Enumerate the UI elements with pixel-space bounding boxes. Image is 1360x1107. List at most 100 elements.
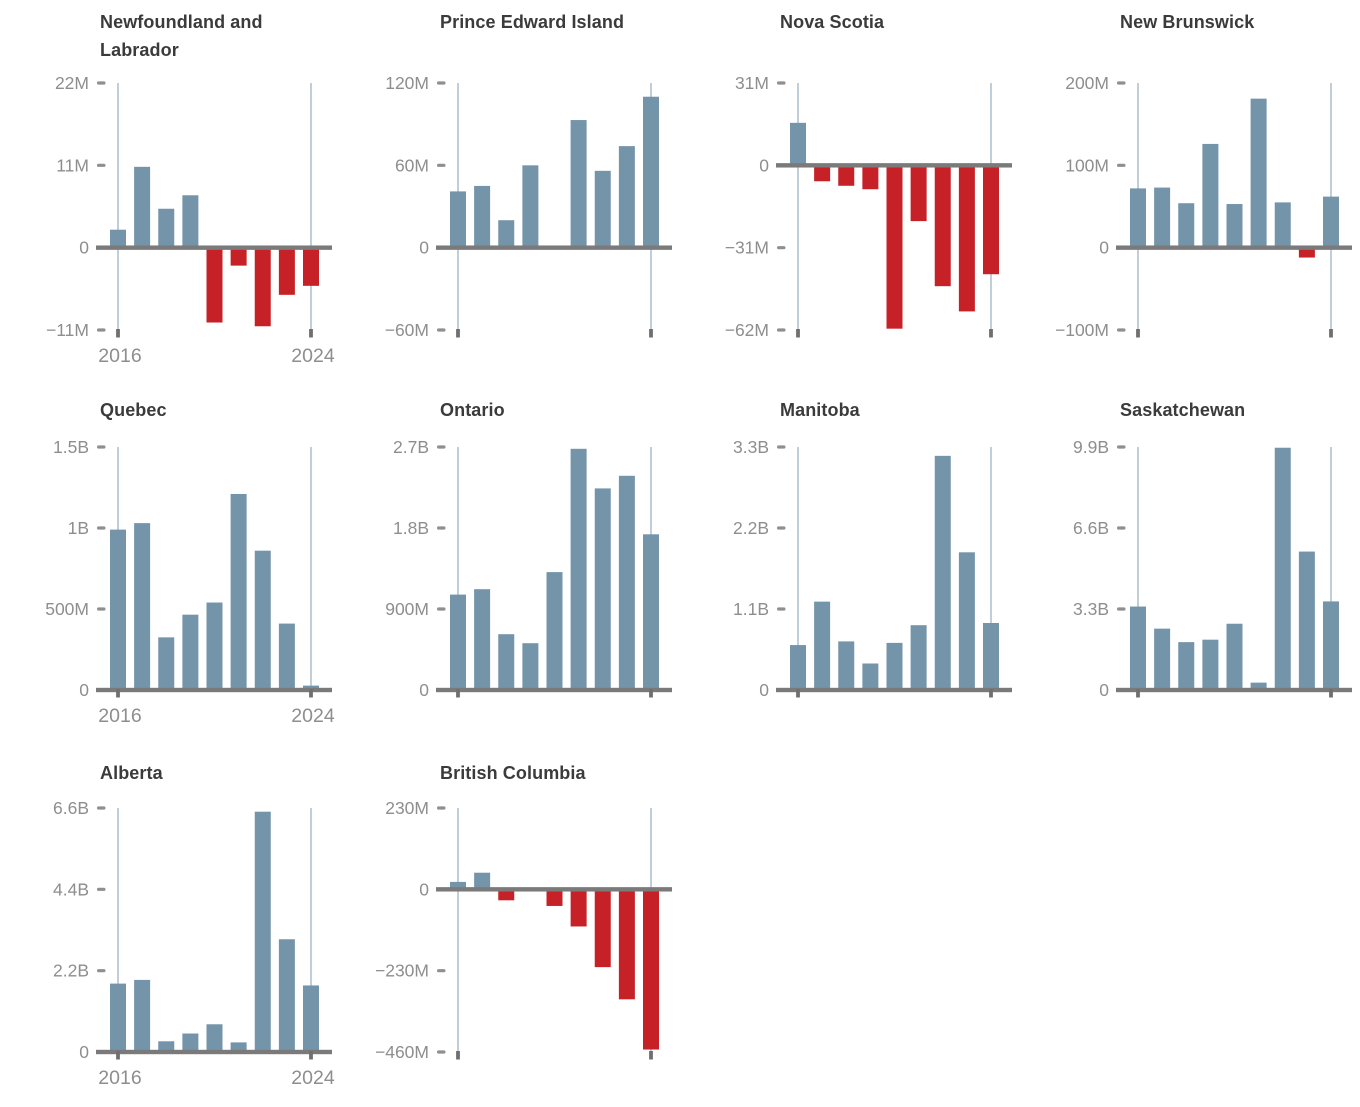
x-axis-tick [796,329,800,338]
y-tick-label: −230M [375,961,429,981]
bar-2022 [1274,202,1291,248]
x-axis-tick [989,689,993,698]
chart-nova-scotia: 31M 0 −31M −62M Nova Scotia [680,0,1020,378]
y-tick-label: −60M [385,320,429,340]
bar-2021 [1250,98,1267,248]
bar-2024 [983,622,999,690]
x-axis-tick [456,329,460,338]
y-tick-dash [777,526,786,530]
y-tick-label: −62M [725,320,769,340]
bar-2020 [206,1024,223,1052]
y-tick-label: 0 [79,1042,89,1062]
y-tick-label: 3.3B [733,437,769,457]
bar-2019 [522,165,539,248]
x-axis-tick [649,329,653,338]
bar-2016 [1130,188,1146,248]
bar-2020 [206,602,223,690]
y-tick-label: 6.6B [53,798,89,818]
y-tick-label: 0 [79,238,89,258]
bar-2022 [594,889,611,968]
bar-2016 [790,645,806,690]
y-tick-dash [437,445,446,449]
bar-2024 [303,985,319,1052]
bar-2017 [1154,628,1171,690]
year-gridline [310,808,312,1052]
y-tick-dash [1117,526,1126,530]
chart-title: British Columbia [440,763,586,783]
y-tick-label: −460M [375,1042,429,1062]
y-tick-dash [777,328,786,332]
y-tick-label: 4.4B [53,879,89,899]
y-tick-dash [97,163,106,167]
chart-plot-saskatchewan: 9.9B 6.6B 3.3B 0 [1073,437,1352,700]
chart-plot-prince-edward-island: 120M 60M 0 −60M [385,73,672,340]
y-tick-label: 230M [385,798,429,818]
chart-title: Ontario [440,400,505,420]
chart-quebec: 1.5B 1B 500M 0 2016 2024 Quebec [0,378,340,743]
chart-plot-new-brunswick: 200M 100M 0 −100M [1055,73,1352,340]
bar-2024 [1323,196,1339,248]
year-gridline [457,808,459,1052]
y-tick-label: 60M [395,155,429,175]
bar-2023 [958,552,975,690]
y-tick-label: 0 [419,238,429,258]
x-axis-tick [456,1051,460,1060]
bar-2020 [886,642,903,690]
y-tick-dash [1117,328,1126,332]
y-tick-label: 120M [385,73,429,93]
chart-manitoba: 3.3B 2.2B 1.1B 0 Manitoba [680,378,1020,743]
zero-baseline [436,245,672,250]
x-axis-tick [116,1051,120,1060]
bar-2019 [522,643,539,690]
y-tick-dash [97,887,106,891]
bar-2019 [182,614,199,690]
y-tick-label: 0 [419,680,429,700]
bar-2022 [594,170,611,248]
bar-2022 [934,165,951,287]
x-year-label: 2016 [98,345,141,367]
y-tick-dash [97,81,106,85]
bar-2023 [618,146,635,248]
bar-2021 [570,120,587,248]
x-axis-tick [649,1051,653,1060]
y-tick-label: 3.3B [1073,599,1109,619]
chart-title: Nova Scotia [780,12,885,32]
zero-baseline [776,163,1012,168]
bar-2018 [498,889,515,901]
year-gridline [457,447,459,690]
y-tick-label: 0 [759,680,769,700]
bar-2016 [450,594,466,690]
y-tick-dash [777,81,786,85]
year-gridline [117,808,119,1052]
bar-2016 [1130,606,1146,690]
chart-title: Alberta [100,763,163,783]
y-tick-dash [1117,163,1126,167]
x-axis-tick [1329,689,1333,698]
x-year-label: 2024 [291,345,335,367]
zero-baseline [96,245,332,250]
bar-2023 [278,939,295,1052]
bar-2016 [450,191,466,248]
x-year-label: 2024 [291,705,335,727]
bar-2016 [110,983,126,1052]
zero-baseline [436,687,672,693]
bar-2018 [838,165,855,186]
y-tick-label: 1B [68,518,89,538]
chart-plot-nova-scotia: 31M 0 −31M −62M [725,73,1012,340]
y-tick-label: 0 [759,155,769,175]
bar-2020 [546,572,563,690]
y-tick-dash [97,806,106,810]
y-tick-dash [97,526,106,530]
chart-plot-quebec: 1.5B 1B 500M 0 2016 2024 [45,437,335,727]
chart-title: Quebec [100,400,167,420]
bar-2017 [814,165,831,182]
bar-2022 [934,455,951,690]
y-tick-label: 0 [79,680,89,700]
chart-title: Saskatchewan [1120,400,1246,420]
chart-plot-british-columbia: 230M 0 −230M −460M [375,798,672,1062]
bar-2017 [134,979,151,1052]
zero-baseline [776,687,1012,693]
bar-2023 [1298,551,1315,690]
y-tick-label: 1.1B [733,599,769,619]
